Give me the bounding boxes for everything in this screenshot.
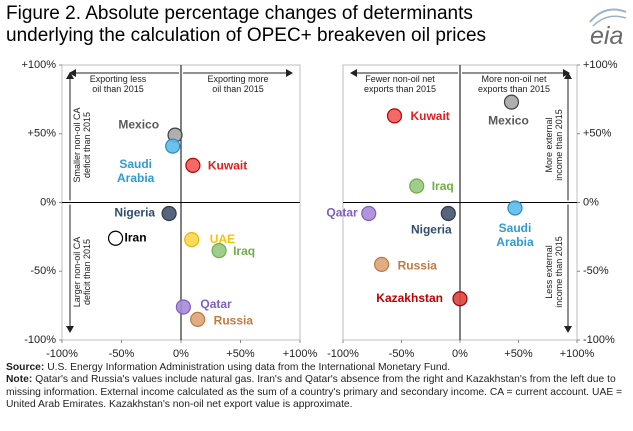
point-label: Nigeria xyxy=(411,223,452,237)
y-tick-label: +50% xyxy=(583,128,612,140)
logo-text: eia xyxy=(590,22,623,50)
annotation-text: oil than 2015 xyxy=(212,84,264,94)
point xyxy=(507,200,523,216)
annotation-text: Exporting less xyxy=(90,74,147,84)
point-label: Nigeria xyxy=(114,206,155,220)
note: Note: Qatar's and Russia's values includ… xyxy=(6,374,630,411)
point-label: Saudi Arabia xyxy=(496,221,534,249)
annotation-text: More external xyxy=(544,117,554,172)
source: Source: U.S. Energy Information Administ… xyxy=(6,362,630,374)
point-label: Russia xyxy=(398,259,438,273)
point xyxy=(440,205,456,222)
point xyxy=(374,256,390,272)
y-tick-label: 0% xyxy=(40,196,56,208)
annotation-text: exports than 2015 xyxy=(478,84,550,94)
point-label: Kuwait xyxy=(208,159,247,173)
point xyxy=(503,94,520,110)
point xyxy=(211,243,227,259)
point xyxy=(386,108,403,124)
x-tick-label: -100% xyxy=(327,348,359,360)
point xyxy=(361,205,377,222)
annotation-text: More non-oil net xyxy=(481,74,547,84)
point xyxy=(190,311,206,327)
point xyxy=(165,138,181,154)
x-tick-label: 0% xyxy=(173,348,189,360)
point-label: Saudi Arabia xyxy=(117,157,155,185)
point-label: Mexico xyxy=(488,113,529,127)
point xyxy=(107,230,124,246)
point xyxy=(161,205,177,222)
annotation-text: income than 2015 xyxy=(554,236,564,308)
footnote: Source: U.S. Energy Information Administ… xyxy=(6,362,630,412)
annotation-text: exports than 2015 xyxy=(364,84,436,94)
note-label: Note: xyxy=(6,374,33,386)
annotation-text: deficit than 2015 xyxy=(82,239,92,305)
point-label: Iraq xyxy=(432,179,454,193)
y-tick-label: +100% xyxy=(583,59,618,71)
x-tick-label: -100% xyxy=(46,348,78,360)
x-tick-label: -50% xyxy=(389,348,415,360)
title: Figure 2. Absolute percentage changes of… xyxy=(6,3,487,46)
point-label: Iran xyxy=(125,230,147,244)
annotation-text: Exporting more xyxy=(207,74,268,84)
point xyxy=(409,178,425,194)
point-label: UAE xyxy=(210,232,235,246)
y-tick-label: +100% xyxy=(21,59,56,71)
annotation-text: Less external xyxy=(544,245,554,299)
x-tick-label: +50% xyxy=(504,348,533,360)
source-text: U.S. Energy Information Administration u… xyxy=(47,362,451,373)
point-label: Kazakhstan xyxy=(376,291,443,305)
note-text: Qatar's and Russia's values include natu… xyxy=(6,374,623,411)
annotation-text: Larger non-oil CA xyxy=(72,237,82,308)
y-tick-label: +50% xyxy=(28,128,57,140)
y-tick-label: 0% xyxy=(583,196,599,208)
source-label: Source: xyxy=(6,362,45,373)
annotation-text: Smaller non-oil CA xyxy=(72,107,82,182)
point-label: Qatar xyxy=(200,297,232,311)
logo: eia xyxy=(589,8,627,50)
y-tick-label: -50% xyxy=(30,265,56,277)
y-tick-label: -100% xyxy=(583,334,615,346)
y-tick-label: -100% xyxy=(24,334,56,346)
point xyxy=(452,291,468,307)
x-tick-label: 0% xyxy=(452,348,468,360)
point-label: Iraq xyxy=(233,244,255,258)
annotation-text: income than 2015 xyxy=(554,109,564,181)
point xyxy=(185,157,201,173)
annotation-text: oil than 2015 xyxy=(92,84,144,94)
point-label: Kuwait xyxy=(410,109,449,123)
point-label: Russia xyxy=(214,314,254,328)
x-tick-label: +100% xyxy=(560,348,595,360)
x-tick-label: -50% xyxy=(109,348,135,360)
point xyxy=(175,299,191,315)
point xyxy=(184,232,200,248)
y-tick-label: -50% xyxy=(583,265,609,277)
x-tick-label: +100% xyxy=(283,348,318,360)
point-label: Qatar xyxy=(326,206,358,220)
annotation-text: Fewer non-oil net xyxy=(365,74,435,84)
annotation-text: deficit than 2015 xyxy=(82,112,92,178)
x-tick-label: +50% xyxy=(226,348,255,360)
point-label: Mexico xyxy=(118,117,159,131)
